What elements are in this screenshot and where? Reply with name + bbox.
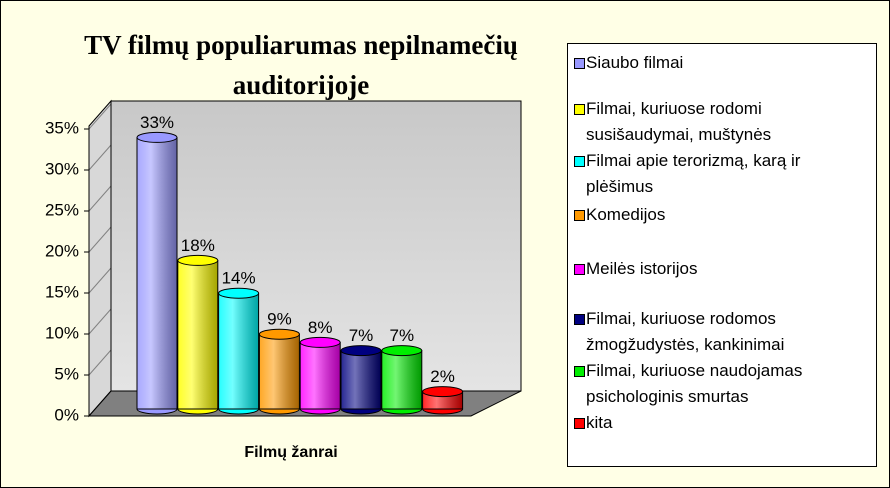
bar-shade bbox=[136, 136, 178, 410]
y-tick-label: 30% bbox=[45, 159, 79, 178]
legend-entry: Meilės istorijos bbox=[574, 256, 866, 282]
legend-entry: Filmai, kuriuose naudojamas psichologini… bbox=[574, 358, 866, 410]
grid-line bbox=[88, 185, 112, 212]
legend-label: Komedijos bbox=[586, 205, 666, 224]
grid-line bbox=[88, 267, 112, 294]
data-label: 33% bbox=[140, 113, 174, 132]
legend-entry: Filmai, kuriuose rodomi susišaudymai, mu… bbox=[574, 96, 866, 148]
legend-entry: kita bbox=[574, 410, 866, 436]
bar-shade bbox=[218, 292, 260, 410]
legend-swatch bbox=[574, 264, 585, 275]
bar-top bbox=[136, 131, 178, 143]
bar-top bbox=[299, 336, 341, 348]
y-tick-label: 0% bbox=[54, 405, 79, 424]
legend-entry: Filmai apie terorizmą, karą ir plėšimus bbox=[574, 148, 866, 200]
data-label: 18% bbox=[181, 236, 215, 255]
legend-swatch bbox=[574, 156, 585, 167]
y-tick-label: 25% bbox=[45, 200, 79, 219]
data-label: 14% bbox=[222, 269, 256, 288]
legend-swatch bbox=[574, 418, 585, 429]
chart-title: TV filmų populiarumas nepilnamečių audit… bbox=[84, 30, 518, 100]
bar-top bbox=[258, 328, 300, 340]
y-tick-label: 35% bbox=[45, 118, 79, 137]
grid-line bbox=[88, 144, 112, 171]
bar-shade bbox=[340, 350, 382, 410]
bar-shade bbox=[258, 333, 300, 410]
legend-swatch bbox=[574, 104, 585, 115]
legend-label: Meilės istorijos bbox=[586, 259, 698, 278]
bar-shade bbox=[381, 350, 423, 410]
legend-entry: Komedijos bbox=[574, 202, 866, 228]
bar-shade bbox=[299, 341, 341, 410]
bar-shade bbox=[177, 259, 219, 410]
data-label: 2% bbox=[430, 367, 455, 386]
grid-line bbox=[88, 226, 112, 253]
y-tick-label: 15% bbox=[45, 282, 79, 301]
y-tick-label: 10% bbox=[45, 323, 79, 342]
data-label: 9% bbox=[267, 310, 292, 329]
legend-label: Siaubo filmai bbox=[586, 53, 684, 72]
bar-top bbox=[177, 254, 219, 266]
bar-top bbox=[340, 345, 382, 357]
legend-swatch bbox=[574, 366, 585, 377]
legend-label: Filmai apie terorizmą, karą ir plėšimus bbox=[586, 151, 801, 196]
bar-top bbox=[218, 287, 260, 299]
legend-swatch bbox=[574, 314, 585, 325]
legend-entry: Filmai, kuriuose rodomos žmogžudystės, k… bbox=[574, 306, 866, 358]
legend-entry: Siaubo filmai bbox=[574, 50, 866, 76]
legend: Siaubo filmai Filmai, kuriuose rodomi sus… bbox=[567, 43, 877, 467]
data-label: 8% bbox=[308, 318, 333, 337]
legend-swatch bbox=[574, 58, 585, 69]
grid-line bbox=[88, 103, 112, 130]
legend-label: kita bbox=[586, 413, 613, 432]
legend-swatch bbox=[574, 210, 585, 221]
legend-label: Filmai, kuriuose rodomos žmogžudystės, k… bbox=[586, 309, 785, 354]
data-label: 7% bbox=[349, 326, 374, 345]
y-tick-label: 20% bbox=[45, 241, 79, 260]
bar-top bbox=[381, 345, 423, 357]
y-tick-label: 5% bbox=[54, 364, 79, 383]
grid-line bbox=[88, 390, 112, 417]
x-axis-label: Filmų žanrai bbox=[244, 444, 338, 461]
data-label: 7% bbox=[390, 326, 415, 345]
legend-label: Filmai, kuriuose rodomi susišaudymai, mu… bbox=[586, 99, 772, 144]
legend-label: Filmai, kuriuose naudojamas psichologini… bbox=[586, 361, 803, 406]
grid-line bbox=[88, 349, 112, 376]
bar-top bbox=[422, 386, 464, 398]
grid-line bbox=[88, 308, 112, 335]
